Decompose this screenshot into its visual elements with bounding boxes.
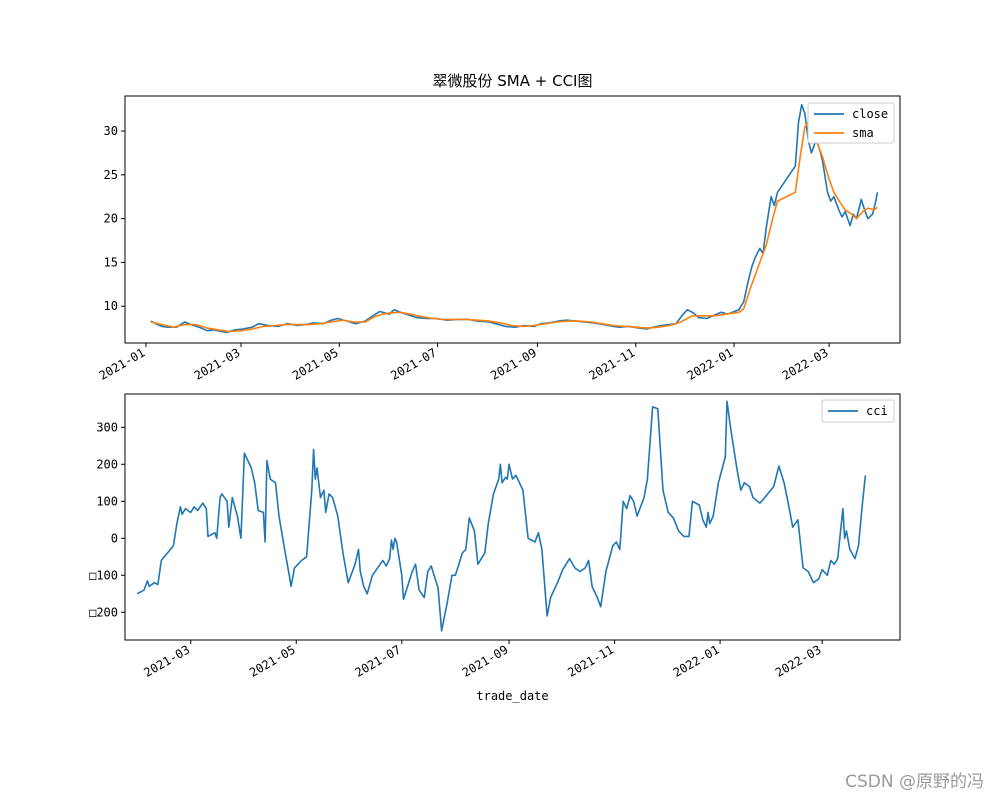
chart-title: 翠微股份 SMA + CCI图 [433,72,593,90]
cci-x-axis: 2021-03 2021-05 2021-07 2021-09 2021-11 2022-… [141,640,824,680]
x-tick-label: 2022-03 [780,345,831,382]
cci-y-axis: 300 200 100 0 □100 □200 [89,420,125,619]
x-tick-label: 2021-09 [488,345,539,382]
x-tick-label: 2021-03 [192,345,243,382]
x-tick-label: 2021-05 [247,642,298,679]
cci-plot-frame [124,393,901,641]
cci-x-axis-label: trade_date [476,689,548,703]
price-x-axis: 2021-01 2021-03 2021-05 2021-07 2021-09 2021-… [97,343,831,383]
price-plot-frame [124,95,901,344]
watermark-text: CSDN @原野的冯 [845,772,984,792]
y-tick-label: 0 [111,531,118,545]
cci-series [136,400,867,632]
legend-label-sma: sma [852,126,874,140]
y-tick-label: 25 [104,168,118,182]
x-tick-label: 2021-09 [460,642,511,679]
x-tick-label: 2021-03 [141,642,192,679]
cci-legend: cci [821,399,895,423]
y-tick-label: 10 [104,299,118,313]
y-tick-label: □200 [89,605,118,619]
x-tick-label: 2021-11 [565,642,616,679]
price-chart: 翠微股份 SMA + CCI图 2021-01 2021-03 2021-05 202… [97,72,901,383]
x-tick-label: 2021-07 [388,345,439,382]
y-tick-label: 20 [104,212,118,226]
y-tick-label: □100 [89,568,118,582]
series-line-cci [136,400,867,632]
x-tick-label: 2022-03 [773,642,824,679]
y-tick-label: 100 [96,494,118,508]
price-legend: close sma [807,102,895,144]
cci-chart: 2021-03 2021-05 2021-07 2021-09 2021-11 2022-… [89,393,901,703]
y-tick-label: 30 [104,124,118,138]
y-tick-label: 300 [96,420,118,434]
x-tick-label: 2021-01 [97,345,148,382]
price-y-axis: 10 15 20 25 30 [104,124,125,313]
x-tick-label: 2021-07 [352,642,403,679]
y-tick-label: 200 [96,457,118,471]
x-tick-label: 2022-01 [685,345,736,382]
legend-label-cci: cci [866,404,888,418]
y-tick-label: 15 [104,255,118,269]
x-tick-label: 2021-11 [586,345,637,382]
x-tick-label: 2022-01 [671,642,722,679]
legend-label-close: close [852,107,888,121]
x-tick-label: 2021-05 [290,345,341,382]
